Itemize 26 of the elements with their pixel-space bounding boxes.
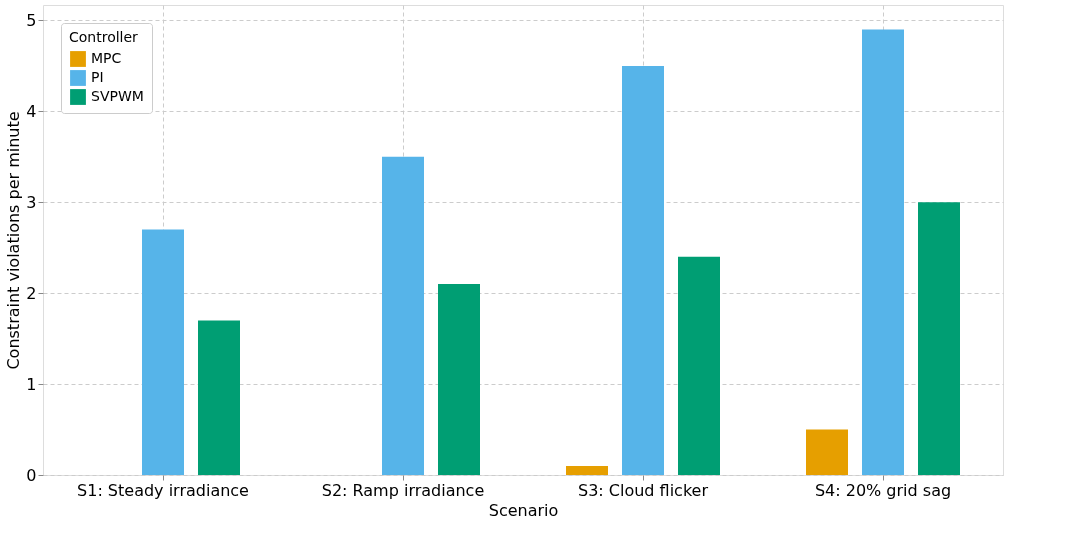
y-tick-label: 0	[26, 465, 37, 485]
x-tick-label: S2: Ramp irradiance	[321, 480, 485, 500]
bar	[198, 320, 240, 475]
bar	[678, 256, 720, 475]
bar	[862, 29, 904, 475]
x-tick-label: S3: Cloud flicker	[577, 480, 709, 500]
bar	[566, 465, 608, 475]
bar	[806, 429, 848, 475]
y-axis-title: Constraint violations per minute	[4, 111, 24, 370]
legend-label: MPC	[91, 50, 122, 66]
bar	[382, 156, 424, 475]
y-tick-label: 1	[26, 374, 37, 394]
y-tick-label: 4	[26, 101, 37, 121]
bar	[142, 229, 184, 475]
legend-label: PI	[91, 69, 104, 85]
legend-title: Controller	[69, 29, 139, 45]
y-tick-label: 2	[26, 283, 37, 303]
y-tick-label: 5	[26, 10, 37, 30]
bar	[438, 284, 480, 475]
x-tick-label: S1: Steady irradiance	[77, 480, 249, 500]
y-tick-label: 3	[26, 192, 37, 212]
legend-label: SVPWM	[91, 88, 144, 104]
bar	[918, 202, 960, 475]
x-axis-title: Scenario	[488, 500, 559, 520]
x-tick-label: S4: 20% grid sag	[814, 480, 952, 500]
bar	[622, 65, 664, 475]
